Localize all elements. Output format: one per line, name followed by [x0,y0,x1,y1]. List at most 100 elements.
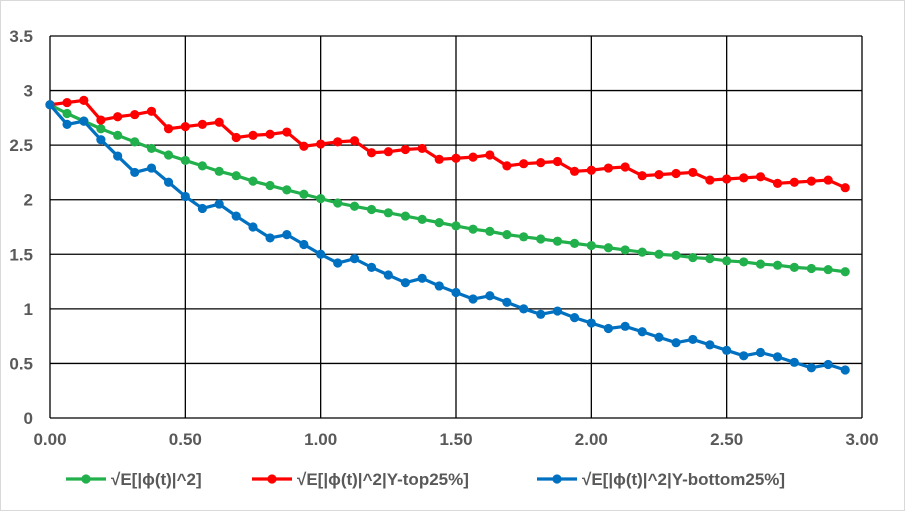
data-point [806,176,816,186]
series-group [45,95,850,375]
data-point [163,124,174,134]
data-point [248,222,258,232]
data-point [620,162,630,172]
data-point [722,345,732,355]
data-point [789,262,799,272]
data-point [130,109,140,120]
data-point [569,166,580,176]
data-point [705,340,715,350]
data-point [451,153,461,163]
y-tick-label: 1.5 [9,245,33,264]
data-point [586,165,596,175]
data-point [400,144,410,155]
data-point [739,173,749,183]
data-point [502,161,512,171]
data-point [823,359,833,370]
data-point [705,254,715,264]
data-point [671,338,681,348]
data-point [434,281,444,291]
data-point [688,334,698,345]
data-point [468,224,478,234]
legend-label: √E[|ϕ(t)|^2] [111,470,202,489]
data-point [552,236,563,246]
data-point [722,174,732,184]
data-point [400,278,410,288]
data-point [536,158,546,168]
data-point [688,167,698,178]
data-point [265,233,275,243]
data-point [366,148,377,158]
data-point [62,108,72,119]
data-point [333,198,343,208]
data-point [316,139,326,149]
data-point [333,137,343,147]
legend-marker [552,474,562,484]
series-3 [45,100,850,375]
data-point [383,270,393,280]
x-tick-label: 0.00 [33,430,66,449]
data-point [755,259,766,269]
data-point [755,347,766,358]
data-point [265,129,275,139]
data-point [485,291,495,301]
data-point [197,203,207,214]
data-point [637,327,647,337]
data-point [806,363,816,373]
data-point [62,97,72,108]
data-point [349,254,360,264]
data-point [113,112,123,122]
data-point [299,239,309,250]
x-tick-label: 1.50 [439,430,472,449]
data-point [79,116,89,126]
data-point [739,257,749,267]
data-point [688,252,698,263]
data-point [333,258,343,268]
data-point [434,218,444,228]
data-point [282,127,292,137]
data-point [823,175,833,185]
x-tick-label: 2.50 [710,430,743,449]
data-point [603,243,613,253]
x-axis-tick-labels: 0.00 0.50 1.00 1.50 2.00 2.50 3.00 [33,430,878,449]
data-point [603,323,613,334]
y-tick-label: 3 [24,82,33,101]
data-point [840,183,850,193]
data-point [197,119,207,130]
data-point [349,136,360,146]
data-point [705,175,715,185]
data-point [840,267,850,277]
legend-item-3: √E[|ϕ(t)|^2|Y-bottom25%] [537,470,785,489]
data-point [197,161,207,171]
data-point [485,150,495,160]
data-point [282,230,292,240]
data-point [248,176,258,186]
data-point [519,304,529,314]
data-point [383,147,393,157]
data-point [130,137,140,147]
data-point [248,130,258,140]
data-point [299,189,309,199]
data-point [96,124,106,134]
data-point [468,294,478,304]
data-point [316,194,326,204]
y-tick-label: 3.5 [9,27,33,46]
data-point [417,273,427,283]
data-point [620,245,630,255]
x-tick-label: 3.00 [845,430,878,449]
data-point [569,312,580,323]
data-point [96,115,106,125]
data-point [130,167,140,178]
data-point [316,249,326,259]
data-point [451,221,461,231]
data-point [366,262,377,272]
y-tick-label: 0 [24,409,33,428]
data-point [552,156,563,167]
data-point [637,171,647,181]
data-point [654,332,664,342]
data-point [146,143,157,154]
data-point [417,214,427,224]
data-point [383,208,393,218]
data-point [789,357,799,367]
data-point [739,351,749,361]
data-point [654,170,664,180]
